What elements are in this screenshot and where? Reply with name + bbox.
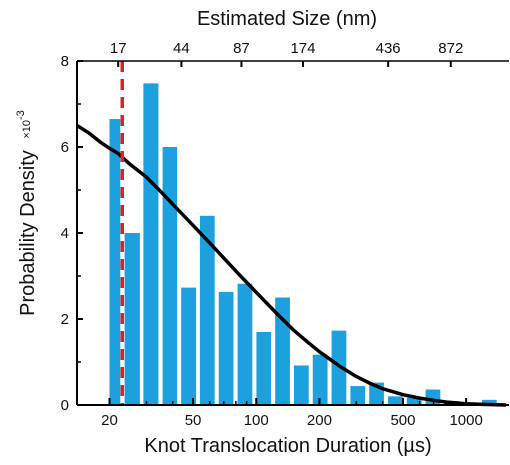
bar-16 [387,396,403,405]
fit-layer [76,61,507,407]
bar-11 [293,365,309,405]
x-tick-label: 20 [101,412,118,429]
x-tick-label: 500 [390,412,415,429]
bottom-axis-title: Knot Translocation Duration (µs) [144,435,431,457]
bar-4 [162,147,178,405]
bar-5 [181,287,197,405]
y-tick-label: 2 [61,311,69,328]
bar-1 [109,119,121,406]
y-axis-multiplier-base: ×10 [21,120,33,139]
fit-curve [76,124,507,407]
y-tick-label: 6 [61,139,69,156]
top-tick-label: 44 [173,40,190,57]
top-tick-label: 872 [438,40,463,57]
labels-layer: Estimated Size (nm) Knot Translocation D… [15,8,432,457]
bar-14 [350,386,366,405]
y-tick-label: 8 [61,53,69,70]
top-tick-label: 87 [233,40,250,57]
x-tick-label: 1000 [449,412,482,429]
bar-17 [406,397,422,405]
bar-9 [256,331,272,405]
bar-6 [199,215,215,405]
x-tick-label: 200 [307,412,332,429]
bar-7 [218,291,234,405]
top-tick-label: 174 [290,40,315,57]
x-tick-label: 50 [185,412,202,429]
top-axis-title: Estimated Size (nm) [197,8,377,30]
y-axis-multiplier: ×10 -3 [15,110,33,138]
top-tick-label: 436 [376,40,401,57]
bar-2 [124,233,140,405]
x-tick-label: 100 [244,412,269,429]
y-tick-label: 4 [61,225,69,242]
bar-21 [481,399,497,405]
bar-3 [143,83,159,406]
axes-layer: 0 2 4 6 8 20 50 100 200 500 1000 17 44 87 174 436 872 [61,40,509,429]
y-tick-label: 0 [61,397,69,414]
top-tick-label: 17 [110,40,127,57]
bars-layer [109,83,497,406]
bar-12 [312,354,328,405]
y-axis-multiplier-exponent: -3 [15,110,27,120]
y-axis-title: Probability Density [17,150,39,316]
bar-8 [237,283,253,405]
